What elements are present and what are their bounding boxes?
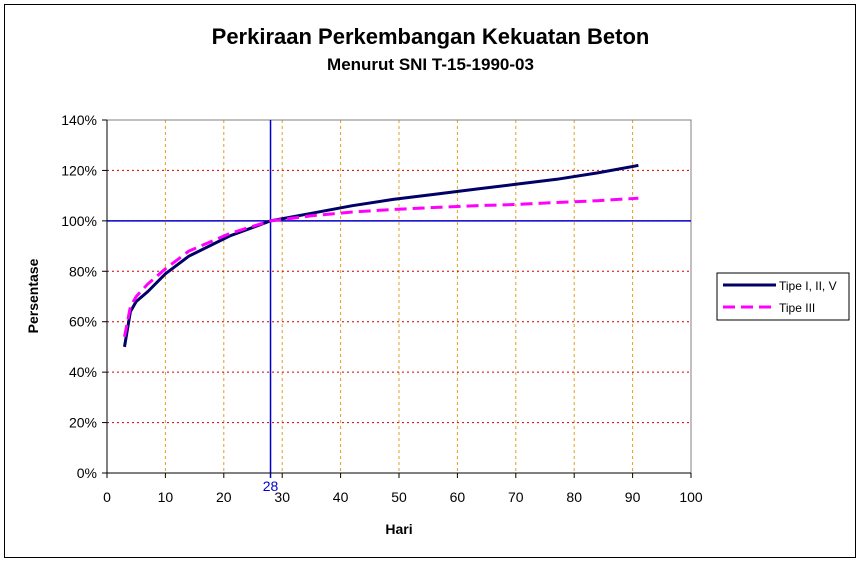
legend: Tipe I, II, V Tipe III — [716, 272, 850, 321]
y-tick-label: 100% — [61, 213, 97, 229]
y-tick-label: 80% — [69, 263, 97, 279]
series-line-2 — [123, 196, 639, 338]
y-axis-title: Persentase — [25, 258, 41, 333]
y-tick-label: 40% — [69, 364, 97, 380]
chart-title: Perkiraan Perkembangan Kekuatan Beton — [211, 24, 650, 49]
y-tick-label: 0% — [77, 465, 97, 481]
y-tick-label: 120% — [61, 162, 97, 178]
reference-label-x: 28 — [263, 478, 279, 494]
x-tick-label: 0 — [103, 489, 111, 505]
chart-frame — [4, 4, 856, 558]
y-tick-label: 20% — [69, 415, 97, 431]
series-line-1 — [123, 163, 639, 348]
legend-label-series-1: Tipe I, II, V — [779, 279, 837, 293]
y-tick-label: 140% — [61, 112, 97, 128]
x-tick-label: 20 — [216, 489, 232, 505]
x-tick-label: 50 — [391, 489, 407, 505]
x-tick-label: 30 — [274, 489, 290, 505]
y-tick-label: 60% — [69, 314, 97, 330]
chart-subtitle: Menurut SNI T-15-1990-03 — [327, 55, 534, 74]
reference-label-bg — [258, 478, 283, 494]
x-tick-label: 70 — [508, 489, 524, 505]
series-layer — [123, 163, 639, 348]
x-axis-title: Hari — [385, 521, 412, 537]
legend-label-series-2: Tipe III — [779, 301, 815, 315]
x-tick-label: 10 — [158, 489, 174, 505]
x-tick-label: 80 — [566, 489, 582, 505]
legend-box — [716, 272, 850, 321]
x-tick-label: 40 — [333, 489, 349, 505]
x-tick-label: 90 — [625, 489, 641, 505]
x-tick-label: 100 — [679, 489, 703, 505]
reference-lines: 28 — [107, 120, 691, 494]
x-tick-label: 60 — [450, 489, 466, 505]
axis-layer: 0 10 20 30 40 50 60 70 80 90 100 0% 20% 40% 60% 80% 100%… — [61, 112, 703, 505]
